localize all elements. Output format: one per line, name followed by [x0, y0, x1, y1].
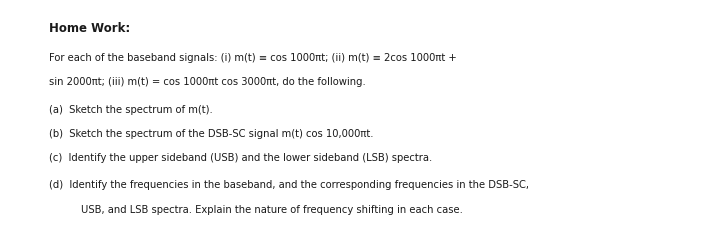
Text: sin 2000πt; (iii) m(t) = cos 1000πt cos 3000πt, do the following.: sin 2000πt; (iii) m(t) = cos 1000πt cos …	[49, 77, 366, 87]
Text: (c)  Identify the upper sideband (USB) and the lower sideband (LSB) spectra.: (c) Identify the upper sideband (USB) an…	[49, 153, 432, 163]
Text: For each of the baseband signals: (i) m(t) ≡ cos 1000πt; (ii) m(t) ≡ 2cos 1000πt: For each of the baseband signals: (i) m(…	[49, 53, 456, 63]
Text: (b)  Sketch the spectrum of the DSB-SC signal m(t) cos 10,000πt.: (b) Sketch the spectrum of the DSB-SC si…	[49, 129, 374, 139]
Text: (d)  Identify the frequencies in the baseband, and the corresponding frequencies: (d) Identify the frequencies in the base…	[49, 180, 529, 190]
Text: USB, and LSB spectra. Explain the nature of frequency shifting in each case.: USB, and LSB spectra. Explain the nature…	[81, 205, 462, 215]
Text: (a)  Sketch the spectrum of m(t).: (a) Sketch the spectrum of m(t).	[49, 105, 212, 115]
Text: Home Work:: Home Work:	[49, 22, 130, 35]
